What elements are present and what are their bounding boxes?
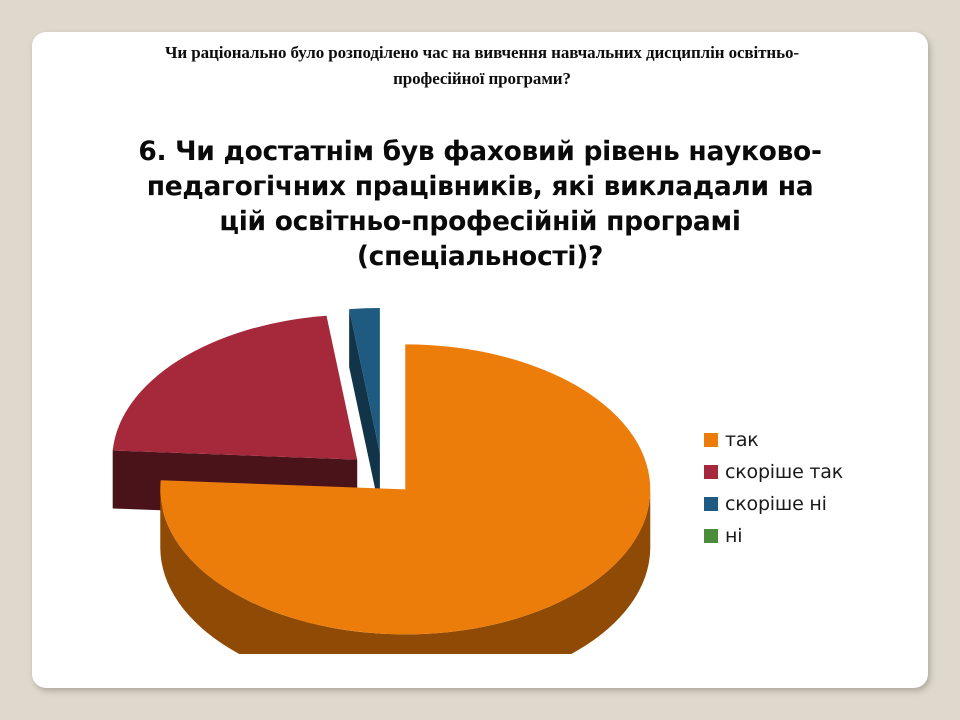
pie-slice-top[interactable] — [349, 307, 380, 453]
header-question: Чи раціонально було розподілено час на в… — [165, 43, 799, 88]
slide-card: Чи раціонально було розподілено час на в… — [32, 32, 928, 688]
legend-item-label: ні — [725, 525, 743, 547]
page-title: 6. Чи достатнім був фаховий рівень науко… — [138, 136, 822, 272]
chart-legend: так скоріше так скоріше ні ні — [704, 424, 914, 552]
legend-item[interactable]: ні — [704, 520, 914, 552]
pie-slice-cut-face[interactable] — [349, 309, 380, 511]
legend-swatch-icon — [704, 529, 718, 543]
legend-item-label: так — [725, 429, 759, 451]
pie-chart-svg — [112, 307, 651, 654]
legend-item-label: скоріше ні — [725, 493, 827, 515]
pie-chart: так скоріше так скоріше ні ні — [32, 264, 928, 688]
legend-swatch-icon — [704, 465, 718, 479]
legend-swatch-icon — [704, 497, 718, 511]
legend-item-label: скоріше так — [725, 461, 843, 483]
legend-item[interactable]: так — [704, 424, 914, 456]
pie-slice-top[interactable] — [160, 344, 651, 635]
legend-item[interactable]: скоріше ні — [704, 488, 914, 520]
legend-swatch-icon — [704, 433, 718, 447]
legend-item[interactable]: скоріше так — [704, 456, 914, 488]
pie-slice-top[interactable] — [112, 315, 358, 460]
